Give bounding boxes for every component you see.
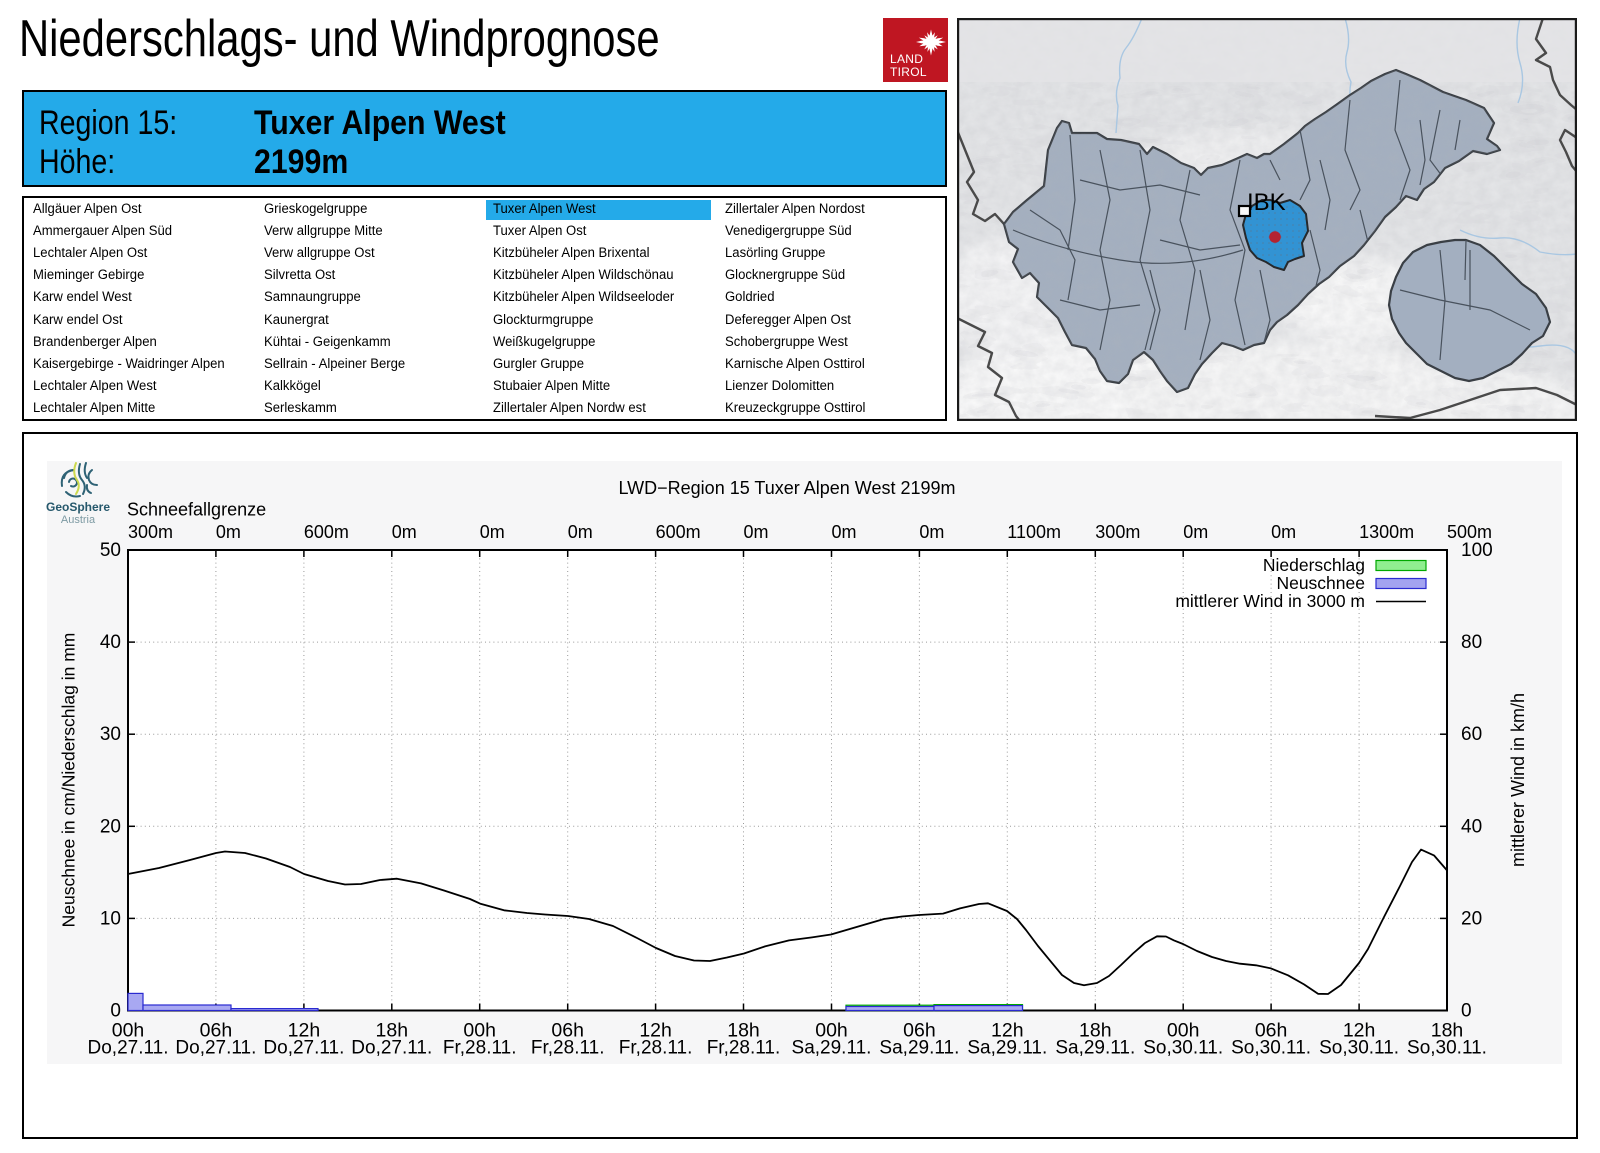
svg-text:Sa,29.11.: Sa,29.11.: [792, 1038, 872, 1059]
svg-text:06h: 06h: [1255, 1020, 1288, 1042]
svg-text:Sa,29.11.: Sa,29.11.: [1055, 1038, 1135, 1059]
svg-text:Neuschnee in cm/Niederschlag i: Neuschnee in cm/Niederschlag in mm: [59, 633, 79, 928]
svg-text:Do,27.11.: Do,27.11.: [351, 1038, 432, 1059]
svg-text:00h: 00h: [463, 1020, 496, 1042]
svg-text:10: 10: [100, 908, 121, 929]
svg-text:500m: 500m: [1447, 522, 1492, 542]
svg-text:0: 0: [110, 1001, 121, 1022]
svg-text:18h: 18h: [727, 1020, 760, 1042]
svg-text:So,30.11.: So,30.11.: [1231, 1038, 1311, 1059]
svg-text:Neuschnee: Neuschnee: [1276, 573, 1365, 593]
svg-text:40: 40: [1461, 816, 1482, 837]
svg-text:20: 20: [1461, 908, 1482, 929]
svg-text:mittlerer Wind in 3000 m: mittlerer Wind in 3000 m: [1175, 591, 1365, 611]
svg-text:mittlerer Wind in km/h: mittlerer Wind in km/h: [1508, 693, 1528, 867]
svg-text:0: 0: [1461, 1001, 1472, 1022]
svg-text:Sa,29.11.: Sa,29.11.: [967, 1038, 1047, 1059]
svg-text:Fr,28.11.: Fr,28.11.: [707, 1038, 781, 1059]
svg-text:IBK: IBK: [1247, 189, 1286, 216]
svg-text:600m: 600m: [656, 522, 701, 542]
svg-text:Austria: Austria: [61, 514, 96, 526]
svg-text:18h: 18h: [376, 1020, 409, 1042]
svg-text:1100m: 1100m: [1007, 522, 1061, 542]
svg-text:06h: 06h: [200, 1020, 233, 1042]
svg-text:18h: 18h: [1079, 1020, 1112, 1042]
svg-text:18h: 18h: [1431, 1020, 1464, 1042]
svg-text:00h: 00h: [112, 1020, 145, 1042]
svg-text:LWD−Region 15 Tuxer Alpen West: LWD−Region 15 Tuxer Alpen West 2199m: [618, 478, 955, 498]
svg-text:1300m: 1300m: [1359, 522, 1414, 542]
svg-text:600m: 600m: [304, 522, 349, 542]
svg-text:0m: 0m: [568, 522, 593, 542]
svg-text:Do,27.11.: Do,27.11.: [88, 1038, 169, 1059]
svg-text:12h: 12h: [288, 1020, 321, 1042]
svg-text:300m: 300m: [128, 522, 173, 542]
svg-text:GeoSphere: GeoSphere: [46, 500, 110, 514]
svg-text:06h: 06h: [903, 1020, 936, 1042]
svg-text:50: 50: [100, 540, 121, 561]
svg-text:100: 100: [1461, 540, 1493, 561]
svg-text:Do,27.11.: Do,27.11.: [263, 1038, 344, 1059]
svg-text:80: 80: [1461, 632, 1482, 653]
svg-text:12h: 12h: [639, 1020, 672, 1042]
svg-text:0m: 0m: [744, 522, 769, 542]
svg-text:Fr,28.11.: Fr,28.11.: [531, 1038, 605, 1059]
svg-text:Niederschlag: Niederschlag: [1263, 555, 1365, 575]
svg-text:20: 20: [100, 816, 121, 837]
svg-text:Fr,28.11.: Fr,28.11.: [619, 1038, 693, 1059]
svg-text:0m: 0m: [1183, 522, 1208, 542]
svg-text:0m: 0m: [1271, 522, 1296, 542]
svg-text:So,30.11.: So,30.11.: [1407, 1038, 1487, 1059]
svg-text:300m: 300m: [1095, 522, 1140, 542]
svg-text:40: 40: [100, 632, 121, 653]
svg-text:00h: 00h: [815, 1020, 848, 1042]
svg-text:Fr,28.11.: Fr,28.11.: [443, 1038, 517, 1059]
svg-text:Sa,29.11.: Sa,29.11.: [879, 1038, 959, 1059]
svg-text:0m: 0m: [216, 522, 241, 542]
svg-text:60: 60: [1461, 724, 1482, 745]
svg-text:Schneefallgrenze: Schneefallgrenze: [127, 500, 266, 520]
svg-text:So,30.11.: So,30.11.: [1143, 1038, 1223, 1059]
svg-text:0m: 0m: [832, 522, 857, 542]
svg-text:0m: 0m: [392, 522, 417, 542]
svg-text:0m: 0m: [480, 522, 505, 542]
svg-text:00h: 00h: [1167, 1020, 1200, 1042]
svg-text:30: 30: [100, 724, 121, 745]
svg-text:Do,27.11.: Do,27.11.: [175, 1038, 256, 1059]
svg-text:06h: 06h: [551, 1020, 584, 1042]
svg-text:0m: 0m: [919, 522, 944, 542]
svg-text:So,30.11.: So,30.11.: [1319, 1038, 1399, 1059]
svg-text:12h: 12h: [1343, 1020, 1376, 1042]
svg-text:12h: 12h: [991, 1020, 1024, 1042]
